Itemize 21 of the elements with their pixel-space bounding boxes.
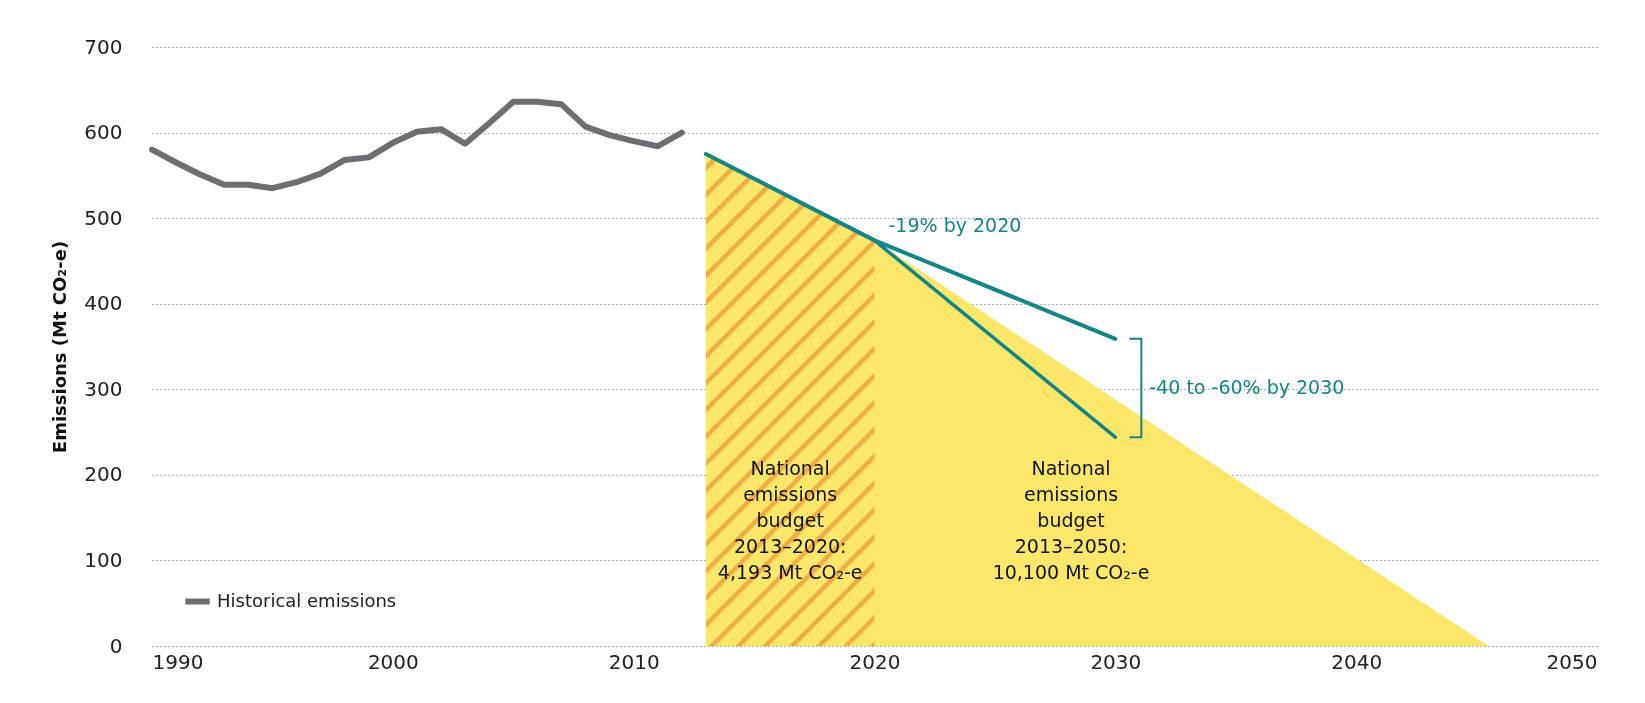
x-tick-label: 2020 xyxy=(849,649,901,674)
y-tick-label: 200 xyxy=(84,462,123,487)
annotation: National emissions budget 2013–2020: 4,193 Mt CO₂-e xyxy=(717,457,863,584)
y-tick-label: 700 xyxy=(84,34,123,59)
x-tick-label: 2030 xyxy=(1090,649,1142,674)
y-tick-label: 300 xyxy=(84,376,123,401)
legend-label: Historical emissions xyxy=(217,589,397,611)
x-tick-label: 2040 xyxy=(1331,649,1383,674)
y-tick-label: 500 xyxy=(84,205,123,230)
annotation: -40 to -60% by 2030 xyxy=(1149,376,1345,398)
y-tick-label: 0 xyxy=(109,633,123,658)
x-tick-label: 1990 xyxy=(152,649,204,674)
annotation: -19% by 2020 xyxy=(888,214,1022,237)
x-tick-label: 2010 xyxy=(608,649,660,674)
annotation: National emissions budget 2013–2050: 10,100 Mt CO₂-e xyxy=(992,457,1150,584)
y-axis-title: Emissions (Mt CO₂-e) xyxy=(49,240,71,454)
x-tick-label: 2000 xyxy=(367,649,419,674)
y-tick-label: 400 xyxy=(84,291,123,316)
x-tick-label: 2050 xyxy=(1546,649,1598,674)
y-tick-label: 100 xyxy=(84,547,123,572)
y-tick-label: 600 xyxy=(84,120,123,145)
